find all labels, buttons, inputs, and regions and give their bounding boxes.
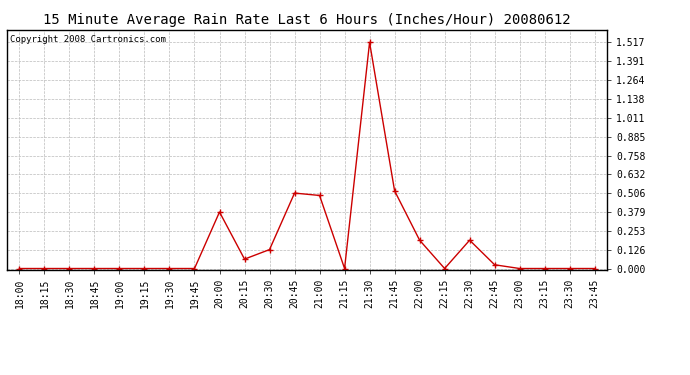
Text: Copyright 2008 Cartronics.com: Copyright 2008 Cartronics.com <box>10 35 166 44</box>
Title: 15 Minute Average Rain Rate Last 6 Hours (Inches/Hour) 20080612: 15 Minute Average Rain Rate Last 6 Hours… <box>43 13 571 27</box>
